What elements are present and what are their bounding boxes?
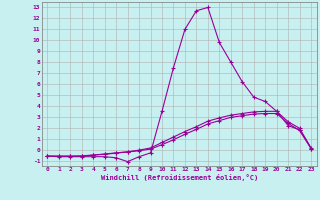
X-axis label: Windchill (Refroidissement éolien,°C): Windchill (Refroidissement éolien,°C) [100,174,258,181]
